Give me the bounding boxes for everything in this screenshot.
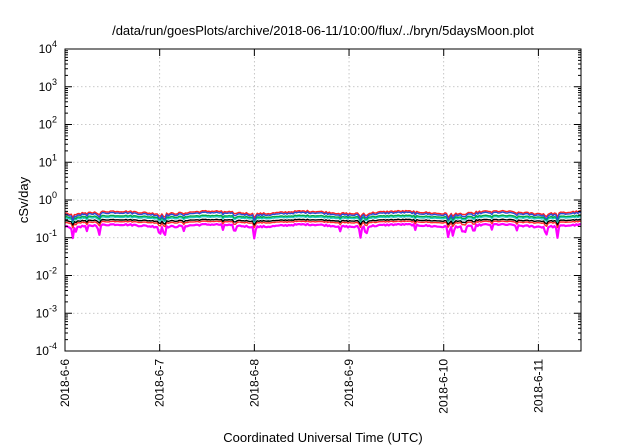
grid bbox=[65, 49, 581, 351]
y-axis-label: cSv/day bbox=[16, 176, 31, 223]
x-axis: 2018-6-6 2018-6-7 2018-6-8 2018-6-9 2018-6-1… bbox=[58, 49, 545, 414]
x-tick-label: 2018-6-7 bbox=[153, 359, 167, 407]
x-tick-label: 2018-6-10 bbox=[437, 359, 451, 414]
series-line bbox=[64, 218, 582, 226]
y-tick-label: 101 bbox=[39, 152, 57, 169]
x-tick-label: 2018-6-6 bbox=[58, 359, 72, 407]
series-line bbox=[64, 214, 582, 222]
x-axis-label: Coordinated Universal Time (UTC) bbox=[223, 430, 422, 445]
series-line bbox=[64, 215, 582, 224]
y-tick-label: 10-4 bbox=[36, 341, 57, 358]
series-line bbox=[64, 211, 582, 222]
y-tick-label: 104 bbox=[39, 39, 57, 56]
y-tick-label: 102 bbox=[39, 115, 57, 132]
y-tick-label: 100 bbox=[39, 190, 57, 207]
series-line bbox=[64, 222, 582, 240]
x-tick-label: 2018-6-9 bbox=[342, 359, 356, 407]
x-tick-label: 2018-6-8 bbox=[247, 359, 261, 407]
chart-title: /data/run/goesPlots/archive/2018-06-11/1… bbox=[112, 23, 534, 38]
series-line bbox=[64, 209, 582, 219]
x-tick-label: 2018-6-11 bbox=[531, 359, 545, 413]
y-tick-label: 103 bbox=[39, 77, 57, 94]
y-tick-label: 10-1 bbox=[36, 228, 57, 245]
series-layer bbox=[64, 209, 582, 240]
y-tick-label: 10-2 bbox=[36, 266, 57, 283]
y-tick-label: 10-3 bbox=[36, 303, 57, 320]
series-line bbox=[64, 220, 582, 229]
